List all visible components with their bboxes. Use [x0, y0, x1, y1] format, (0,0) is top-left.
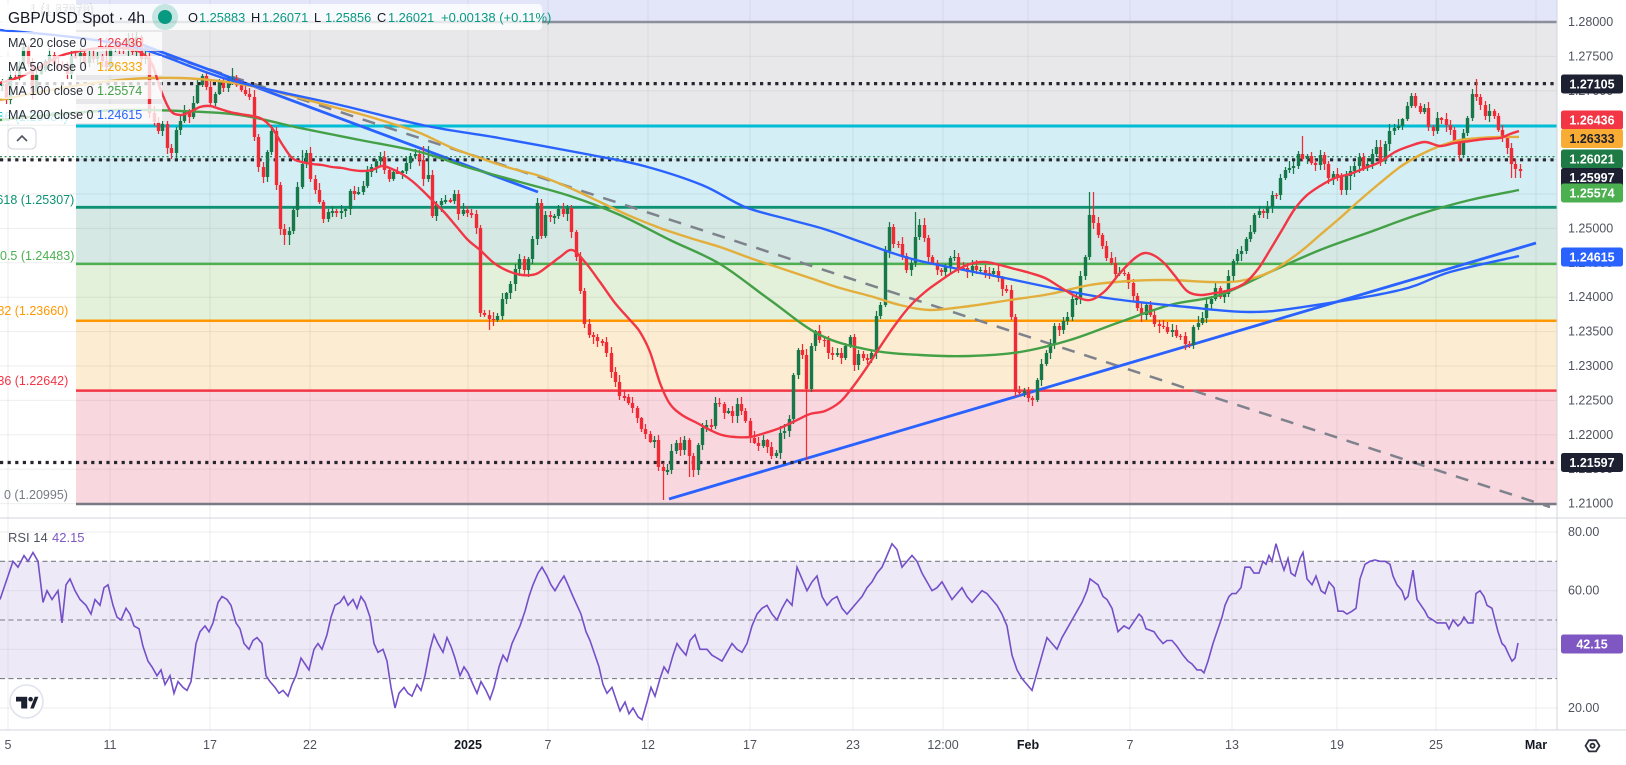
svg-text:Feb: Feb [1017, 738, 1040, 752]
svg-text:12:00: 12:00 [927, 738, 958, 752]
svg-text:1.26436: 1.26436 [1569, 114, 1614, 128]
svg-text:1.23000: 1.23000 [1568, 359, 1613, 373]
svg-text:1.24615: 1.24615 [97, 108, 142, 122]
svg-text:1.23500: 1.23500 [1568, 325, 1613, 339]
svg-text:1.26333: 1.26333 [1569, 132, 1614, 146]
svg-text:+0.00138 (+0.11%): +0.00138 (+0.11%) [441, 10, 551, 25]
svg-text:1.25856: 1.25856 [325, 10, 371, 25]
svg-text:1.24000: 1.24000 [1568, 290, 1613, 304]
svg-text:42.15: 42.15 [52, 530, 85, 545]
svg-text:0 (1.20995): 0 (1.20995) [4, 488, 68, 502]
svg-text:5: 5 [5, 738, 12, 752]
svg-text:11: 11 [104, 738, 117, 752]
svg-text:1.25883: 1.25883 [199, 10, 245, 25]
svg-text:1.25574: 1.25574 [1569, 187, 1614, 201]
svg-text:17: 17 [743, 738, 757, 752]
svg-text:7: 7 [545, 738, 552, 752]
svg-text:12: 12 [641, 738, 655, 752]
svg-text:1.24615: 1.24615 [1569, 251, 1614, 265]
svg-text:MA 50 close 0: MA 50 close 0 [8, 60, 87, 74]
svg-text:1.27105: 1.27105 [1569, 78, 1614, 92]
svg-text:19: 19 [1330, 738, 1344, 752]
svg-text:23: 23 [846, 738, 860, 752]
svg-text:1.26333: 1.26333 [97, 60, 142, 74]
svg-text:MA 200 close 0: MA 200 close 0 [8, 108, 94, 122]
svg-text:C: C [377, 10, 386, 25]
svg-text:80.00: 80.00 [1568, 525, 1599, 539]
svg-text:60.00: 60.00 [1568, 584, 1599, 598]
svg-text:17: 17 [203, 738, 217, 752]
svg-text:25: 25 [1429, 738, 1443, 752]
svg-text:2025: 2025 [454, 738, 482, 752]
svg-text:1.26436: 1.26436 [97, 36, 142, 50]
svg-text:13: 13 [1225, 738, 1239, 752]
svg-text:1.26071: 1.26071 [262, 10, 308, 25]
svg-text:1.21597: 1.21597 [1569, 456, 1614, 470]
svg-text:L: L [314, 10, 321, 25]
svg-text:1.25997: 1.25997 [1569, 171, 1614, 185]
svg-text:1.26021: 1.26021 [1569, 153, 1614, 167]
svg-text:1.25574: 1.25574 [97, 84, 142, 98]
svg-text:MA 100 close 0: MA 100 close 0 [8, 84, 94, 98]
svg-text:1.27500: 1.27500 [1568, 49, 1613, 63]
svg-text:1.21000: 1.21000 [1568, 497, 1613, 511]
svg-text:H: H [251, 10, 260, 25]
svg-text:RSI 14: RSI 14 [8, 530, 48, 545]
svg-text:1.22000: 1.22000 [1568, 428, 1613, 442]
svg-text:42.15: 42.15 [1576, 638, 1607, 652]
svg-text:0.5 (1.24483): 0.5 (1.24483) [0, 249, 74, 263]
svg-text:1.25000: 1.25000 [1568, 221, 1613, 235]
svg-text:0.236 (1.22642): 0.236 (1.22642) [0, 374, 68, 388]
svg-text:GBP/USD Spot · 4h: GBP/USD Spot · 4h [8, 10, 145, 27]
svg-text:7: 7 [1127, 738, 1134, 752]
svg-text:MA 20 close 0: MA 20 close 0 [8, 36, 87, 50]
svg-text:22: 22 [303, 738, 317, 752]
svg-text:1.22500: 1.22500 [1568, 393, 1613, 407]
svg-text:0.382 (1.23660): 0.382 (1.23660) [0, 304, 68, 318]
svg-text:1.26021: 1.26021 [388, 10, 434, 25]
svg-text:1.28000: 1.28000 [1568, 15, 1613, 29]
svg-text:Mar: Mar [1525, 738, 1547, 752]
svg-text:O: O [188, 10, 198, 25]
svg-text:20.00: 20.00 [1568, 701, 1599, 715]
svg-text:0.618 (1.25307): 0.618 (1.25307) [0, 193, 74, 207]
